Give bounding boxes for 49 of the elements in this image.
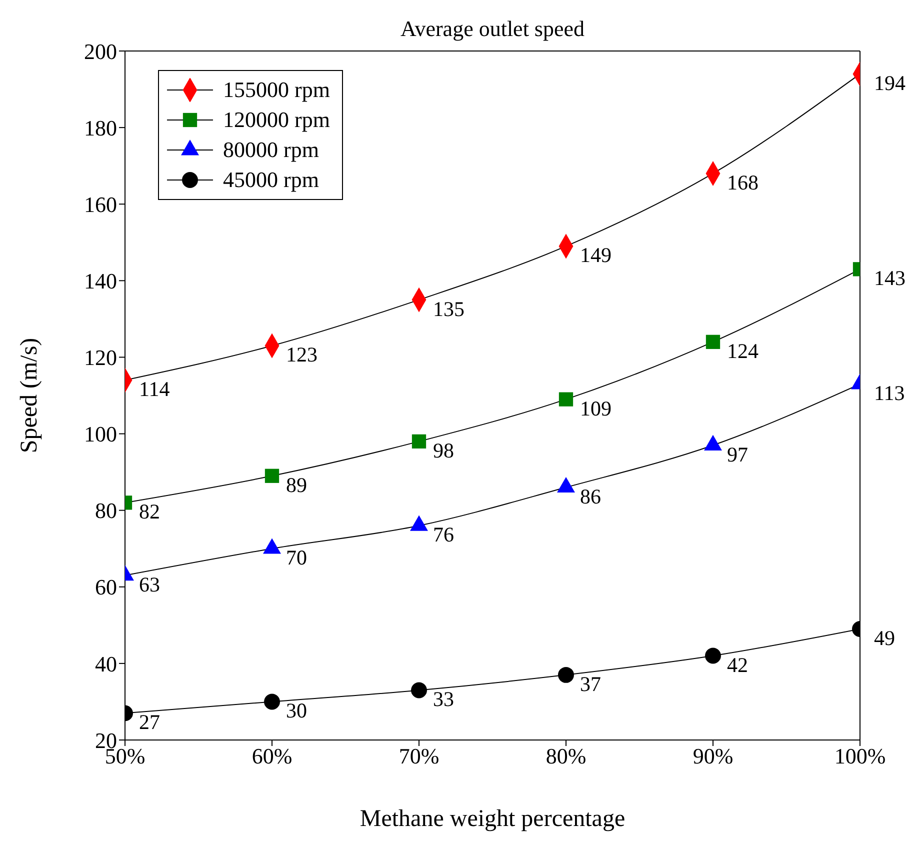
legend-label: 80000 rpm [223,137,319,163]
x-axis-title: Methane weight percentage [360,806,626,832]
chart-title: Average outlet speed [399,16,586,42]
point [411,682,427,698]
legend-label: 45000 rpm [223,167,319,193]
point [412,434,426,449]
data-label: 86 [580,484,601,508]
data-label: 27 [139,710,160,734]
data-label: 109 [580,396,612,420]
legend-label: 120000 rpm [223,107,330,133]
data-label: 194 [874,70,906,95]
x-tick-label: 90% [692,744,734,769]
y-tick-label: 140 [84,268,117,294]
point [558,666,574,683]
data-label: 33 [433,687,454,712]
data-label: 97 [727,442,748,466]
y-tick-label: 60 [95,574,117,600]
data-label: 76 [433,522,454,547]
data-label: 70 [286,546,307,570]
data-label: 89 [286,472,307,497]
y-axis-title: Speed (m/s) [16,338,43,454]
legend-label: 155000 rpm [223,77,330,103]
x-tick-label: 100% [834,744,886,769]
x-tick-label: 70% [398,744,440,769]
y-tick-label: 100 [84,422,117,447]
data-label: 63 [139,572,160,596]
data-label: 135 [433,296,464,321]
data-label: 123 [286,342,318,367]
data-label: 82 [139,500,160,524]
data-label: 49 [874,626,895,650]
data-label: 149 [580,243,612,268]
data-label: 124 [727,338,759,363]
data-label: 98 [433,438,454,462]
y-tick-label: 180 [84,115,117,140]
data-label: 114 [139,377,170,402]
x-tick-label: 80% [546,744,586,769]
data-label: 42 [727,652,748,677]
data-label: 37 [580,672,601,696]
data-label: 113 [874,381,905,406]
x-tick-label: 60% [252,744,292,769]
point [558,392,574,406]
data-label: 168 [727,170,758,194]
y-tick-label: 80 [95,498,117,524]
y-tick-label: 120 [84,345,117,370]
y-tick-label: 40 [95,651,117,676]
y-tick-label: 200 [84,38,117,64]
data-label: 30 [286,698,307,723]
data-label: 143 [874,266,906,290]
y-tick-label: 160 [84,192,117,217]
